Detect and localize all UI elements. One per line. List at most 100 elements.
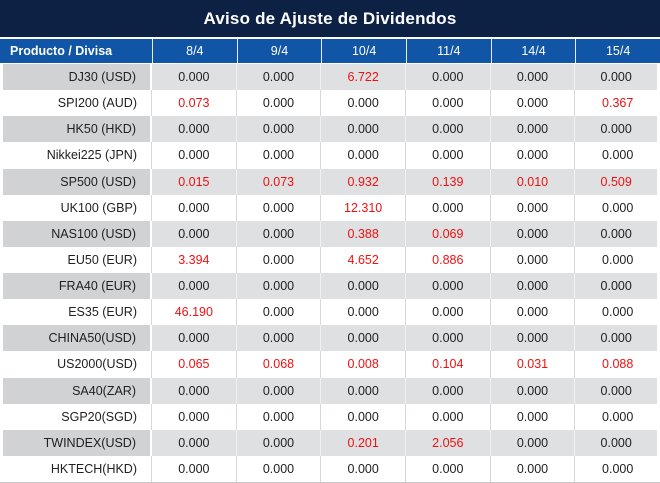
value-cell: 0.000 [405, 194, 491, 221]
value-cell: 0.000 [490, 377, 576, 404]
product-cell: SP500 (USD) [0, 168, 152, 195]
value-cell: 0.000 [152, 64, 237, 91]
column-header-date-3: 10/4 [321, 39, 406, 63]
value-cell: 0.000 [575, 299, 660, 326]
value-cell: 0.000 [575, 377, 660, 404]
value-cell: 0.000 [405, 377, 491, 404]
table-row: US2000(USD) 0.065 0.068 0.008 0.104 0.031 0.08… [0, 351, 660, 378]
value-cell: 0.000 [490, 116, 576, 143]
table-row: CHINA50(USD) 0.000 0.000 0.000 0.000 0.000 0.0… [0, 325, 660, 352]
value-cell: 0.000 [490, 299, 576, 326]
value-cell: 0.000 [321, 403, 406, 430]
table-row: UK100 (GBP) 0.000 0.000 12.310 0.000 0.000 0.0… [0, 194, 660, 221]
value-cell: 0.000 [152, 377, 237, 404]
table-row: SP500 (USD) 0.015 0.073 0.932 0.139 0.010 0.50… [0, 168, 660, 195]
column-header-date-5: 14/4 [490, 39, 576, 63]
value-cell: 0.000 [152, 220, 237, 247]
value-cell: 0.000 [575, 64, 660, 91]
value-cell: 0.000 [575, 429, 660, 456]
table-row: SPI200 (AUD) 0.073 0.000 0.000 0.000 0.000 0.3… [0, 90, 660, 117]
table-row: HK50 (HKD) 0.000 0.000 0.000 0.000 0.000 0.000 [0, 116, 660, 143]
value-cell: 0.000 [405, 325, 491, 352]
value-cell: 0.000 [575, 246, 660, 273]
value-cell: 0.015 [152, 168, 237, 195]
value-cell: 0.000 [575, 116, 660, 143]
table-row: Nikkei225 (JPN) 0.000 0.000 0.000 0.000 0.000… [0, 142, 660, 169]
page-title: Aviso de Ajuste de Dividendos [0, 0, 660, 39]
column-header-product: Producto / Divisa [10, 44, 113, 58]
value-cell: 0.000 [152, 403, 237, 430]
table-row: FRA40 (EUR) 0.000 0.000 0.000 0.000 0.000 0.00… [0, 273, 660, 300]
value-cell: 0.000 [236, 403, 322, 430]
value-cell: 0.000 [236, 142, 322, 169]
value-cell: 0.000 [236, 246, 322, 273]
value-cell: 0.000 [236, 273, 322, 300]
value-cell: 0.388 [321, 220, 406, 247]
value-cell: 0.000 [236, 194, 322, 221]
value-cell: 0.000 [152, 325, 237, 352]
value-cell: 0.000 [236, 429, 322, 456]
value-cell: 2.056 [405, 429, 491, 456]
value-cell: 0.000 [405, 64, 491, 91]
product-cell: US2000(USD) [0, 351, 152, 378]
value-cell: 0.000 [405, 116, 491, 143]
value-cell: 0.000 [490, 194, 576, 221]
value-cell: 0.000 [575, 325, 660, 352]
value-cell: 0.000 [321, 142, 406, 169]
value-cell: 0.065 [152, 351, 237, 378]
value-cell: 0.000 [321, 90, 406, 117]
value-cell: 0.073 [152, 90, 237, 117]
value-cell: 0.000 [152, 142, 237, 169]
value-cell: 0.000 [490, 246, 576, 273]
value-cell: 0.008 [321, 351, 406, 378]
value-cell: 0.886 [405, 246, 491, 273]
value-cell: 0.000 [236, 90, 322, 117]
value-cell: 0.000 [152, 455, 237, 482]
product-cell: SGP20(SGD) [0, 403, 152, 430]
value-cell: 0.367 [575, 90, 660, 117]
value-cell: 0.000 [236, 64, 322, 91]
value-cell: 46.190 [152, 299, 237, 326]
value-cell: 0.000 [490, 220, 576, 247]
value-cell: 0.000 [490, 325, 576, 352]
value-cell: 0.000 [405, 90, 491, 117]
value-cell: 0.010 [490, 168, 576, 195]
value-cell: 0.932 [321, 168, 406, 195]
value-cell: 0.000 [321, 299, 406, 326]
product-cell: FRA40 (EUR) [0, 273, 152, 300]
value-cell: 0.000 [405, 455, 491, 482]
product-cell: DJ30 (USD) [0, 64, 152, 91]
value-cell: 0.000 [152, 273, 237, 300]
value-cell: 0.000 [321, 116, 406, 143]
value-cell: 0.000 [405, 273, 491, 300]
value-cell: 0.000 [575, 273, 660, 300]
value-cell: 0.000 [236, 325, 322, 352]
value-cell: 0.000 [575, 403, 660, 430]
table-row: HKTECH(HKD) 0.000 0.000 0.000 0.000 0.000 0.00… [0, 455, 660, 482]
value-cell: 6.722 [321, 64, 406, 91]
product-cell: EU50 (EUR) [0, 246, 152, 273]
table-header-row: Producto / Divisa 8/4 9/4 10/4 11/4 14/4… [0, 39, 660, 64]
value-cell: 3.394 [152, 246, 237, 273]
value-cell: 0.000 [321, 325, 406, 352]
value-cell: 0.000 [490, 273, 576, 300]
value-cell: 0.000 [405, 142, 491, 169]
product-cell: HKTECH(HKD) [0, 455, 152, 482]
value-cell: 0.000 [152, 194, 237, 221]
value-cell: 0.201 [321, 429, 406, 456]
value-cell: 0.000 [236, 377, 322, 404]
table-row: EU50 (EUR) 3.394 0.000 4.652 0.886 0.000 0.000 [0, 246, 660, 273]
table-row: DJ30 (USD) 0.000 0.000 6.722 0.000 0.000 0.000 [0, 64, 660, 91]
column-header-date-4: 11/4 [405, 39, 491, 63]
product-cell: SPI200 (AUD) [0, 90, 152, 117]
value-cell: 4.652 [321, 246, 406, 273]
column-header-date-2: 9/4 [236, 39, 322, 63]
value-cell: 0.000 [321, 455, 406, 482]
table-body: DJ30 (USD) 0.000 0.000 6.722 0.000 0.000 0.000… [0, 64, 660, 483]
value-cell: 0.069 [405, 220, 491, 247]
product-cell: Nikkei225 (JPN) [0, 142, 152, 169]
product-cell: SA40(ZAR) [0, 377, 152, 404]
value-cell: 0.000 [490, 403, 576, 430]
value-cell: 0.031 [490, 351, 576, 378]
